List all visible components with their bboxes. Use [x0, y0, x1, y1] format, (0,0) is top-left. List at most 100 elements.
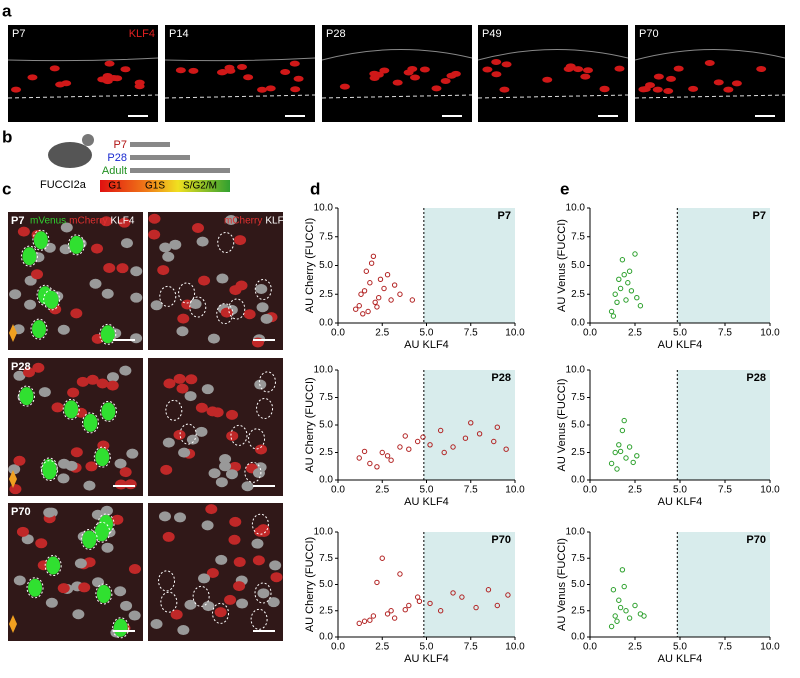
cell-outline — [165, 399, 183, 421]
nucleus — [177, 313, 190, 324]
cell-outline — [41, 460, 59, 482]
point — [372, 299, 378, 305]
venus-cell — [94, 523, 109, 542]
nucleus — [198, 275, 211, 286]
nucleus — [173, 429, 186, 440]
y-tick-label: 7.5 — [571, 392, 585, 403]
nucleus — [72, 609, 85, 620]
x-tick-label: 5.0 — [673, 328, 687, 339]
nucleus — [403, 69, 414, 76]
y-axis-label: AU Venus (FUCCI) — [556, 538, 568, 631]
orientation-marker — [9, 615, 17, 633]
nucleus — [178, 447, 191, 458]
nucleus — [251, 538, 264, 549]
venus-cell — [32, 320, 47, 339]
nucleus — [252, 468, 265, 479]
venus-cell — [100, 325, 115, 344]
nucleus — [67, 387, 80, 398]
threshold-region — [423, 532, 515, 637]
nucleus — [339, 83, 350, 90]
y-tick-label: 5.0 — [319, 420, 333, 431]
nucleus — [92, 577, 105, 588]
cell-outline — [216, 303, 234, 325]
point — [450, 590, 456, 596]
nucleus — [173, 373, 186, 384]
point — [356, 303, 362, 309]
nucleus — [290, 86, 301, 93]
nucleus — [148, 213, 161, 224]
nucleus — [599, 86, 610, 93]
nucleus — [257, 588, 270, 599]
x-tick-label: 7.5 — [464, 485, 478, 496]
x-tick-label: 7.5 — [718, 642, 732, 653]
point — [414, 438, 421, 445]
y-tick-label: 0.0 — [571, 318, 585, 329]
row-label: P70 — [11, 506, 31, 518]
nucleus — [148, 229, 161, 240]
threshold-region — [677, 370, 770, 480]
nucleus — [208, 468, 221, 479]
nucleus — [13, 575, 26, 586]
point — [365, 308, 371, 315]
nucleus — [255, 444, 268, 455]
nucleus — [756, 66, 767, 73]
nucleus — [289, 60, 300, 67]
cell-outline — [251, 513, 269, 535]
cell-outline — [254, 582, 272, 604]
cell-outline — [179, 423, 197, 445]
point — [632, 602, 638, 609]
cell-outline — [93, 521, 111, 543]
nucleus — [177, 625, 190, 636]
nucleus — [134, 79, 145, 86]
nucleus — [157, 265, 170, 276]
point — [610, 313, 617, 319]
y-axis-label: AU Cherry (FUCCI) — [304, 377, 316, 472]
point — [641, 613, 647, 619]
nucleus — [51, 402, 64, 413]
nucleus — [614, 65, 625, 72]
nucleus — [542, 76, 553, 83]
nucleus — [31, 269, 44, 280]
venus-cell — [64, 400, 79, 419]
point — [402, 607, 408, 613]
x-tick-label: 2.5 — [375, 485, 389, 496]
x-tick-label: 0.0 — [583, 328, 597, 339]
nucleus — [17, 226, 30, 237]
nucleus — [119, 467, 132, 478]
nucleus — [70, 308, 83, 319]
micrograph — [635, 25, 785, 122]
nucleus — [60, 222, 73, 233]
panel-label: e — [560, 179, 569, 198]
nucleus — [78, 582, 91, 593]
venus-cell — [33, 231, 48, 250]
cell-outline — [93, 446, 111, 468]
point — [437, 608, 444, 614]
x-tick-label: 10.0 — [505, 485, 525, 496]
nucleus — [196, 236, 209, 247]
nucleus — [229, 516, 242, 527]
cell-outline — [244, 461, 262, 483]
nucleus — [186, 434, 199, 445]
point — [608, 460, 615, 467]
nucleus — [24, 299, 37, 310]
point — [427, 600, 433, 607]
cell-outline — [248, 428, 266, 450]
mouse — [48, 142, 92, 168]
point — [397, 571, 403, 577]
nucleus — [184, 599, 197, 610]
nucleus — [91, 333, 104, 344]
nucleus — [169, 239, 182, 250]
x-tick-label: 5.0 — [420, 642, 434, 653]
point — [612, 613, 618, 619]
nucleus — [120, 600, 133, 611]
nucleus — [159, 242, 172, 253]
panel-label: d — [310, 179, 320, 198]
chart-title: P28 — [491, 372, 511, 384]
nucleus — [43, 507, 56, 518]
chart-title: P28 — [746, 372, 766, 384]
nucleus — [258, 526, 271, 537]
nucleus — [65, 460, 78, 471]
nucleus — [150, 619, 163, 630]
point — [621, 417, 627, 424]
x-axis-label: AU KLF4 — [404, 653, 449, 665]
